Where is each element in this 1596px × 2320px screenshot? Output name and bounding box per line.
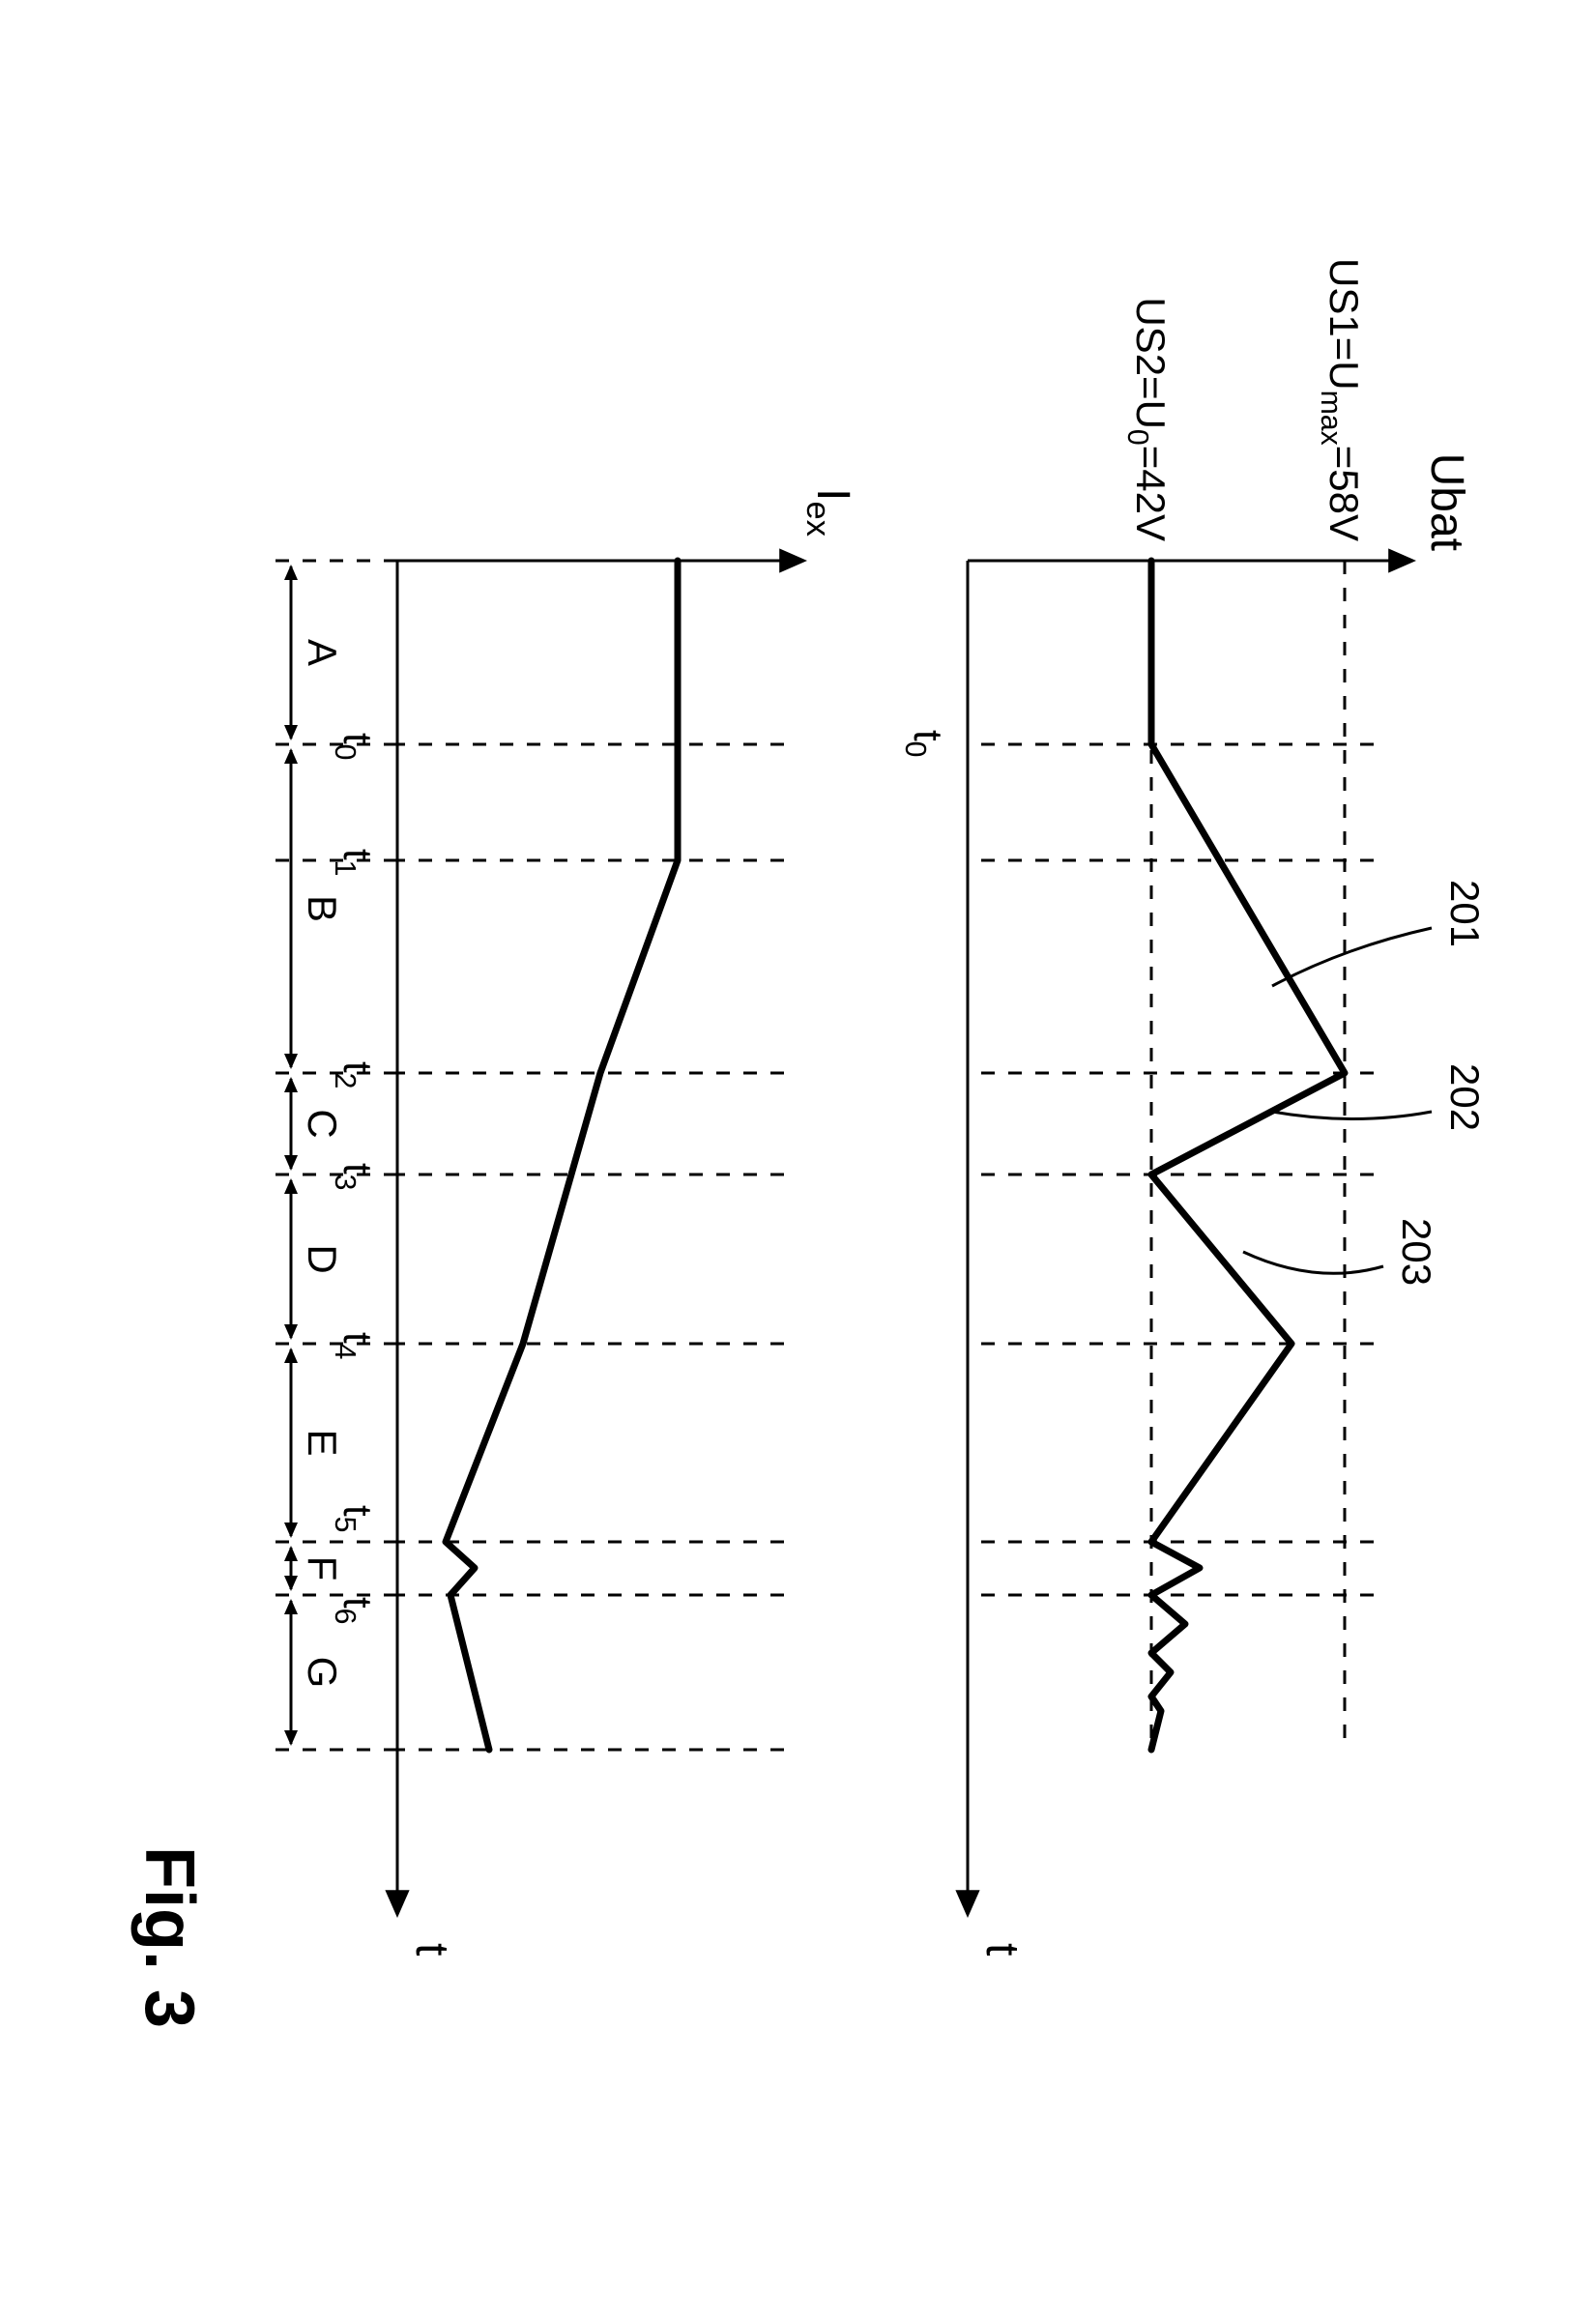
callout-202: 202 [1442,1063,1488,1131]
arrowhead [284,1155,298,1171]
callout-line-201 [1272,928,1432,986]
arrowhead [284,1324,298,1340]
arrowhead [284,1546,298,1561]
arrowhead [955,1890,979,1918]
arrowhead [779,548,807,572]
us1-label: US1=Umax=58V [1315,258,1367,541]
region-label-C: C [300,1109,345,1138]
arrowhead [284,725,298,740]
callout-201: 201 [1442,880,1488,947]
callout-line-203 [1243,1252,1383,1273]
arrowhead [284,1077,298,1092]
arrowhead [385,1890,409,1918]
iex-curve [446,561,678,1750]
tick-t6: t6 [329,1597,381,1625]
arrowhead [284,1730,298,1746]
ubat-x-label: t [976,1943,1028,1956]
tick-t2: t2 [329,1061,381,1089]
arrowhead [284,1576,298,1591]
arrowhead [284,1599,298,1614]
callout-line-202 [1272,1112,1432,1119]
figure-svg: Ubat t US1=Umax=58V US2=U0=42V t0 201 202 203 Ie… [88,145,1509,2175]
region-label-D: D [300,1244,345,1273]
arrowhead [284,565,298,580]
region-label-A: A [300,639,345,666]
us2-label: US2=U0=42V [1121,297,1174,541]
top-t0-label: t0 [899,730,951,758]
callout-203: 203 [1394,1218,1439,1286]
region-label-E: E [300,1429,345,1456]
ubat-axis-label: Ubat [1421,453,1472,551]
tick-t0: t0 [329,733,381,761]
region-label-B: B [300,895,345,922]
arrowhead [284,1522,298,1538]
tick-t5: t5 [329,1505,381,1533]
figure-label: Fig. 3 [131,1846,208,2028]
ubat-curve [1151,561,1345,1750]
arrowhead [1388,548,1416,572]
arrowhead [284,1054,298,1069]
iex-axis-label: Iex [799,488,858,536]
tick-t1: t1 [329,849,381,877]
tick-t4: t4 [329,1332,381,1360]
region-label-G: G [300,1657,345,1689]
arrowhead [284,1178,298,1194]
arrowhead [284,748,298,764]
iex-x-label: t [406,1943,457,1956]
arrowhead [284,1348,298,1363]
region-label-F: F [300,1556,345,1581]
tick-t3: t3 [329,1163,381,1191]
